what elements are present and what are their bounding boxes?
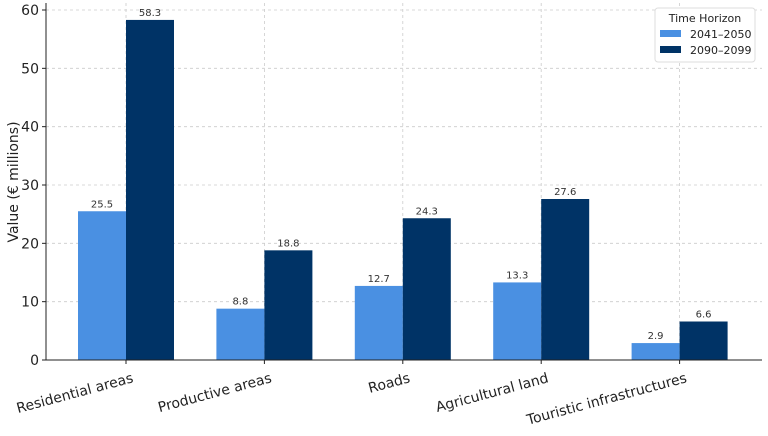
bar [679,321,728,360]
bars: 25.5 58.3 8.8 18.8 12.7 24.3 13.3 27.6 2.9 6.6 [78,8,728,361]
data-label: 6.6 [696,310,712,321]
bar [78,211,126,360]
x-tick-label: Touristic infrastructures [524,370,688,428]
bar [402,218,451,360]
x-tick-label: Residential areas [15,370,135,417]
x-tick-label: Productive areas [156,370,273,416]
legend-swatch [660,46,681,53]
legend: Time Horizon 2041–2050 2090–2099 [654,7,756,63]
legend-label: 2041–2050 [690,28,752,41]
y-tick-label: 30 [21,178,39,194]
data-label: 13.3 [506,270,528,281]
y-tick-label: 10 [21,295,39,311]
data-label: 18.8 [277,238,299,249]
y-axis-label: Value (€ millions) [6,121,22,242]
y-tick-label: 60 [21,3,39,19]
bar [354,285,403,360]
y-tick-label: 20 [21,236,39,252]
y-tick-label: 50 [21,61,39,77]
data-label: 8.8 [232,297,248,308]
data-label: 2.9 [648,331,664,342]
bar [264,250,313,360]
y-tick-label: 0 [30,353,39,369]
data-label: 12.7 [368,274,390,285]
data-label: 24.3 [416,206,438,217]
bar [493,282,542,360]
data-label: 25.5 [91,199,113,210]
data-label: 58.3 [139,8,161,19]
bar [126,19,174,361]
y-tick-label: 40 [21,120,39,136]
data-label: 27.6 [554,187,576,198]
bar [216,308,265,360]
legend-swatch [660,30,681,37]
legend-title: Time Horizon [668,12,742,25]
x-tick-label: Roads [367,370,412,396]
bar [541,199,590,360]
bar [631,343,680,360]
legend-label: 2090–2099 [690,44,752,57]
x-tick-label: Agricultural land [434,370,550,415]
